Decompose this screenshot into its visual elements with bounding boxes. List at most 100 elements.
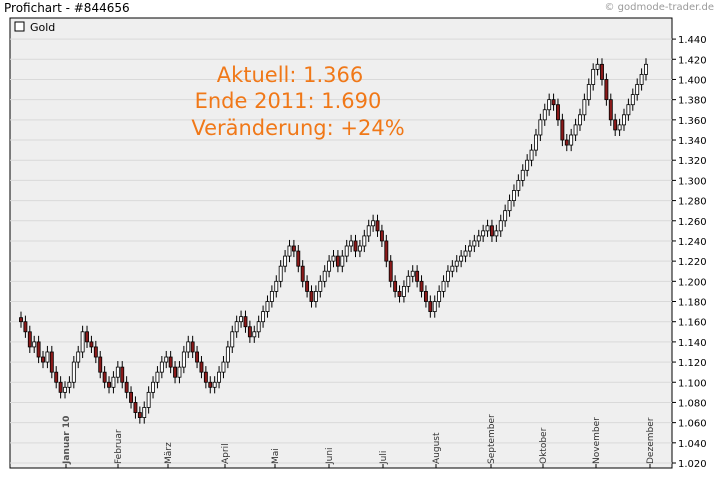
candle: [278, 260, 283, 288]
candle-body-up: [327, 260, 332, 272]
candle-body-up: [626, 104, 631, 116]
candle: [490, 219, 494, 242]
candle-body-up: [639, 74, 644, 85]
candle: [613, 113, 618, 136]
candle-body-up: [164, 356, 169, 363]
candle: [494, 224, 499, 242]
candle: [538, 113, 543, 142]
candle-body-up: [366, 225, 371, 237]
candle-body-up: [512, 190, 516, 201]
candle-body-down: [490, 225, 494, 237]
candle: [428, 295, 433, 318]
candle-body-down: [608, 99, 613, 121]
candle: [305, 275, 310, 298]
candle-body-up: [468, 245, 472, 252]
candle: [256, 315, 261, 338]
candle: [195, 345, 199, 369]
candle: [371, 214, 376, 232]
candle-body-down: [23, 321, 28, 333]
candle: [388, 255, 393, 288]
candle-body-up: [225, 346, 230, 363]
candle-body-up: [459, 255, 464, 262]
candle-body-up: [472, 240, 477, 247]
candle-body-down: [54, 371, 59, 383]
candle-body-down: [98, 356, 103, 373]
candle-body-down: [388, 260, 393, 282]
gridlines: [10, 38, 672, 464]
x-tick-label: September: [487, 414, 497, 464]
candle: [208, 376, 213, 394]
candle-body-up: [115, 366, 120, 378]
candle: [366, 219, 371, 242]
candle: [102, 366, 107, 389]
candle: [265, 295, 270, 318]
candle-body-up: [252, 331, 257, 338]
candle-body-down: [604, 79, 609, 101]
x-tick-label: Oktober: [539, 427, 549, 464]
candle-body-down: [428, 301, 433, 313]
candle-body-down: [564, 139, 569, 146]
candle: [146, 386, 151, 414]
candle-body-up: [481, 230, 486, 237]
candle: [309, 285, 314, 308]
candle-body-down: [120, 366, 125, 383]
candle: [296, 244, 301, 273]
candle-body-up: [269, 291, 274, 302]
candle-body-down: [208, 381, 213, 388]
candle: [437, 285, 442, 308]
candle: [212, 376, 217, 394]
candle-body-up: [63, 386, 67, 393]
candle: [32, 335, 37, 353]
candle-body-up: [357, 245, 362, 252]
candle: [203, 366, 208, 389]
annotation-target: Ende 2011: 1.690: [195, 89, 382, 113]
candle-body-up: [278, 265, 283, 282]
candle-body-up: [111, 376, 116, 388]
candle-body-down: [168, 356, 173, 368]
candle: [534, 128, 538, 157]
candle: [234, 315, 239, 338]
candle-body-up: [503, 210, 508, 222]
y-tick-label: 1.040: [678, 439, 707, 450]
candle: [67, 376, 72, 394]
candle-body-down: [129, 391, 133, 403]
candle: [432, 295, 437, 318]
candle: [19, 311, 23, 328]
candle-body-down: [36, 341, 41, 358]
candle: [564, 133, 569, 152]
candle: [622, 108, 626, 131]
candle-body-down: [556, 104, 560, 121]
candle-body-down: [124, 381, 129, 393]
chart-header-title: Profichart - #844656: [4, 1, 130, 15]
candle-body-up: [406, 275, 411, 287]
candle: [600, 58, 604, 86]
candle-body-up: [186, 341, 191, 353]
candle: [406, 270, 411, 293]
candle-body-up: [256, 321, 261, 333]
candle-body-up: [151, 381, 155, 393]
candle: [49, 345, 54, 379]
candle-body-up: [80, 331, 85, 353]
candle-body-up: [520, 169, 525, 181]
y-tick-label: 1.300: [678, 176, 707, 187]
candle: [507, 194, 512, 217]
y-tick-label: 1.260: [678, 217, 707, 228]
candle-body-up: [401, 285, 406, 297]
candle-body-up: [265, 301, 270, 313]
x-tick-label: August: [432, 432, 442, 464]
candle: [485, 219, 490, 237]
candle: [221, 356, 226, 379]
candle-body-up: [450, 265, 455, 272]
candle-body-up: [362, 235, 367, 247]
y-tick-label: 1.100: [678, 378, 707, 389]
candle: [604, 73, 609, 106]
candle: [225, 340, 230, 369]
x-tick-label: Juni: [325, 447, 335, 465]
legend-swatch: [14, 21, 25, 32]
candle: [230, 325, 235, 353]
candle: [168, 350, 173, 374]
candle: [155, 366, 160, 389]
candle-body-up: [538, 119, 543, 136]
candles: [19, 58, 648, 424]
x-axis: Januar 10 Februar März April Mai Juni Juli Augu…: [62, 414, 656, 468]
